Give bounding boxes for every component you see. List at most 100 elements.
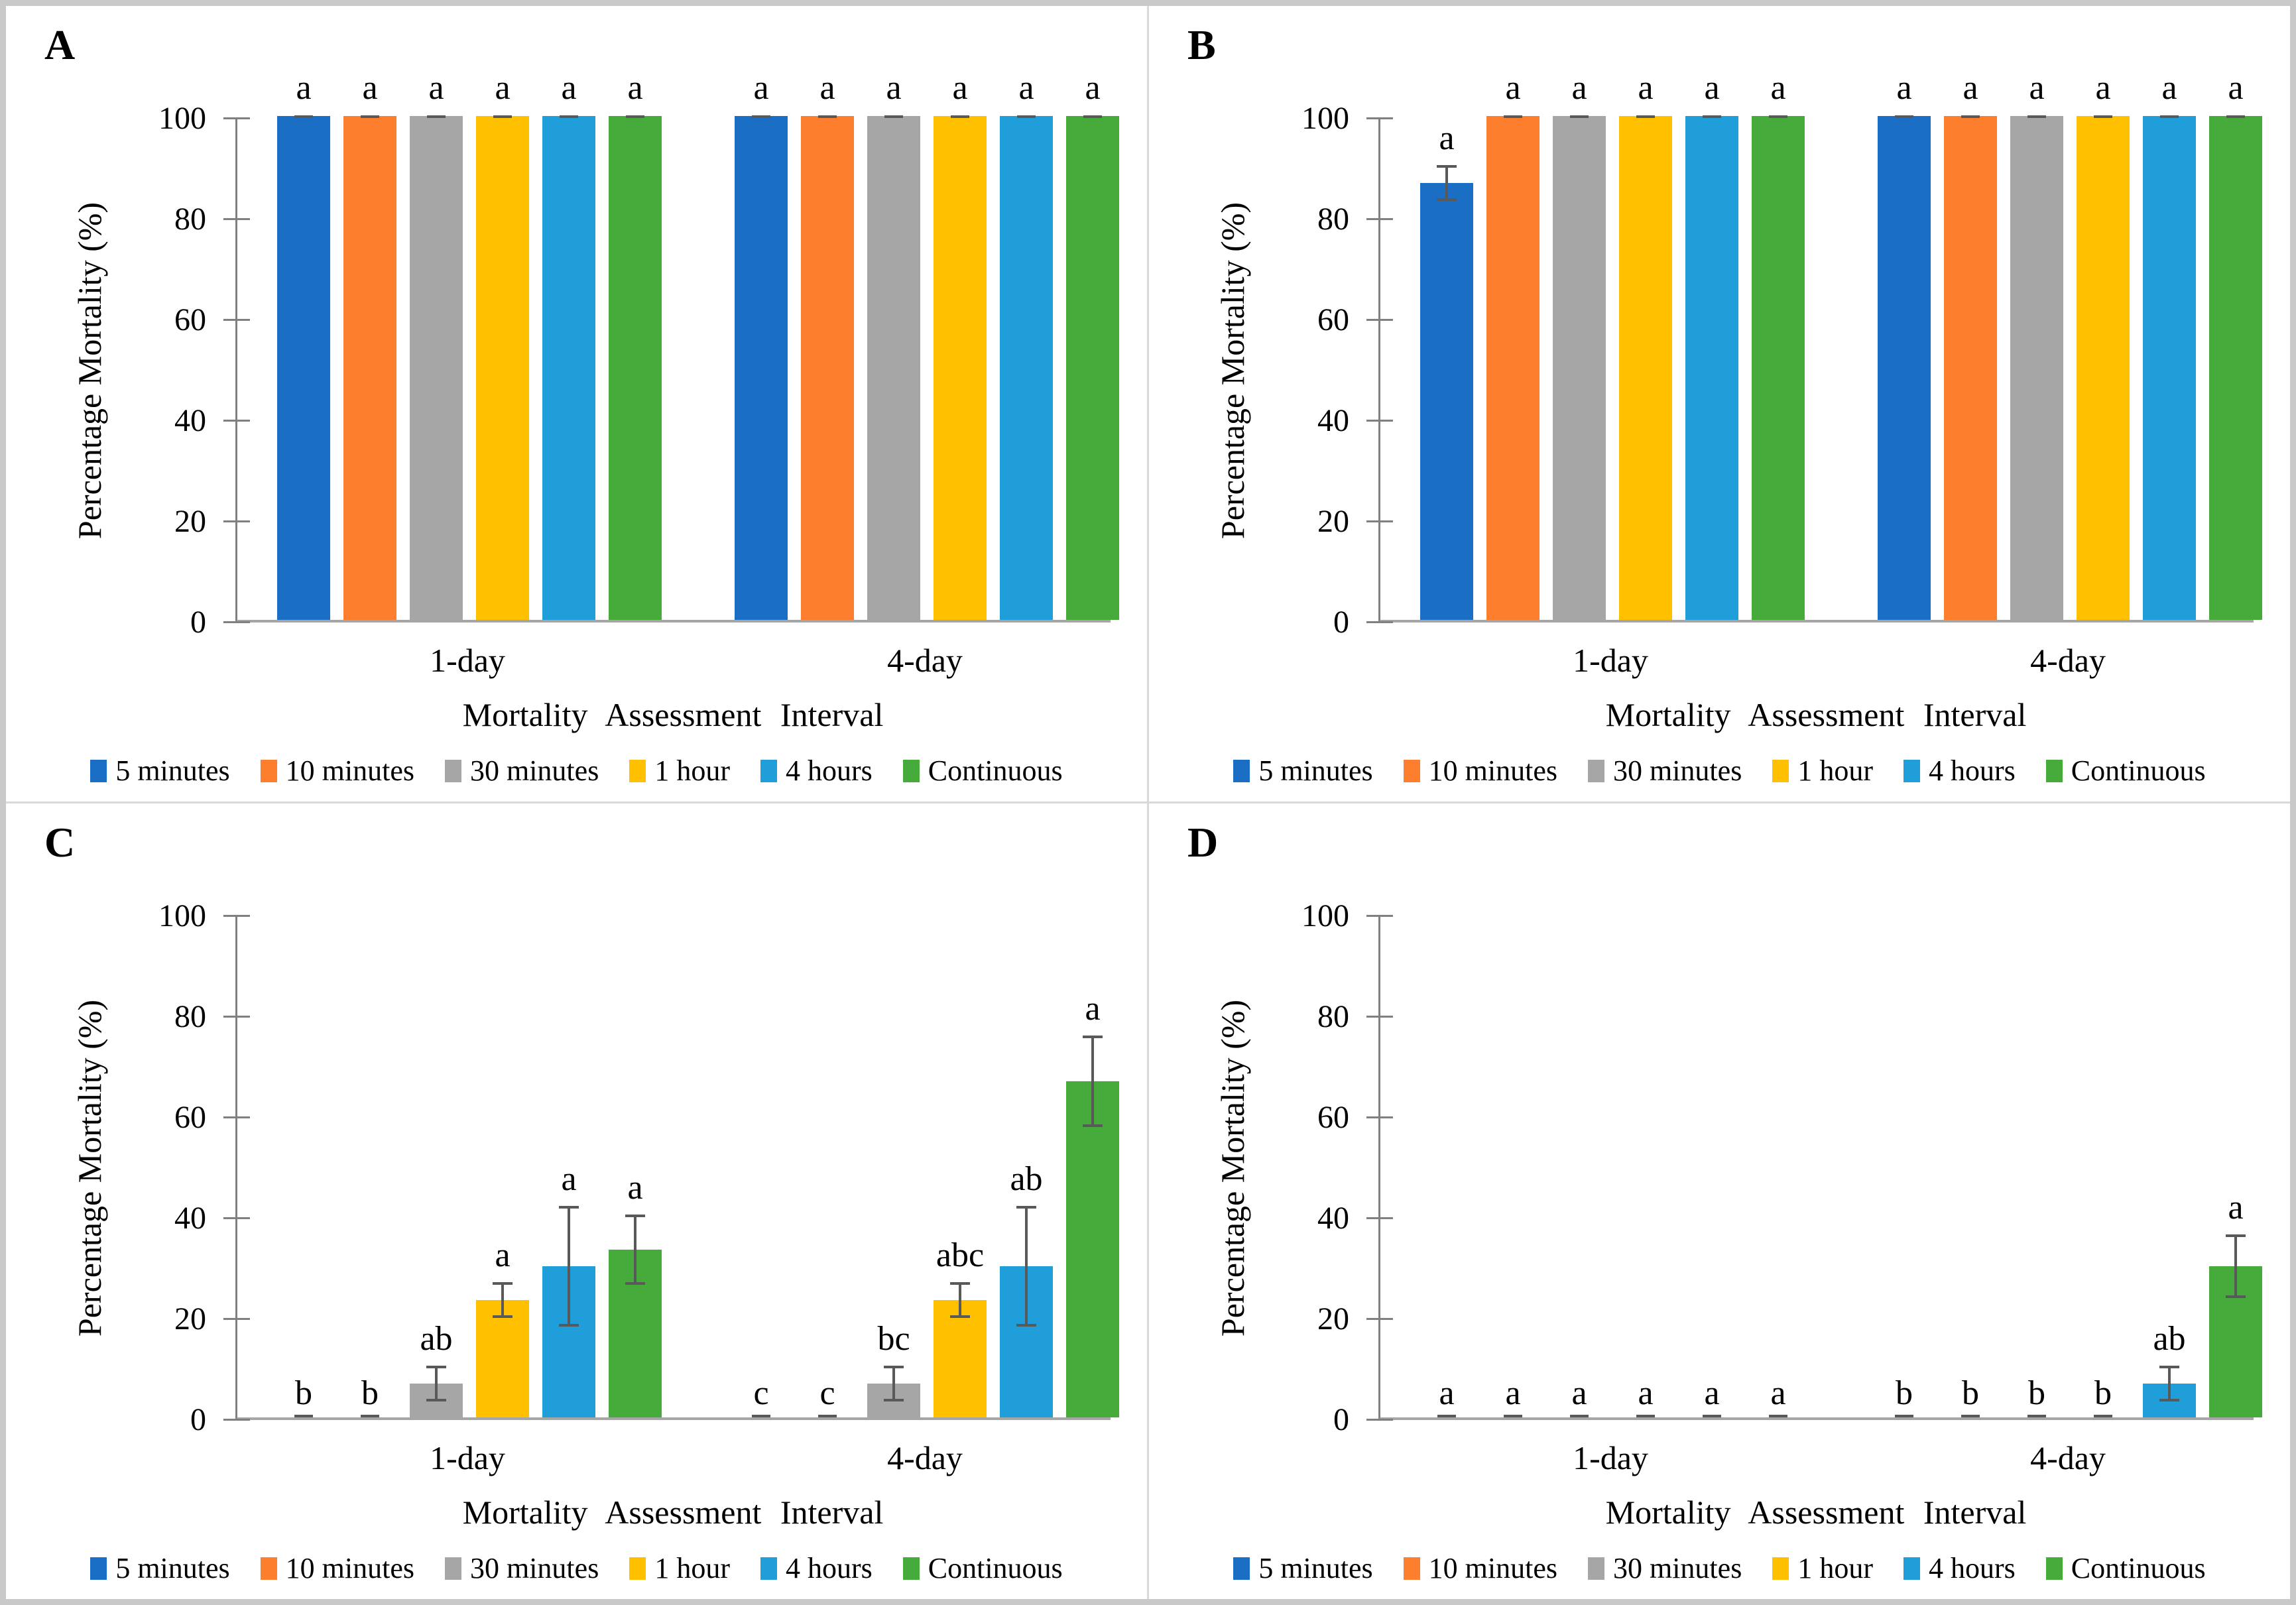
legend-swatch [1233, 759, 1250, 782]
legend: 5 minutes 10 minutes 30 minutes 1 hour 4 hou… [1149, 754, 2290, 788]
legend-label: 1 hour [654, 754, 730, 787]
y-axis-tick-labels: 0 20 40 60 80 100 [112, 101, 218, 640]
y-axis-tick [1366, 915, 1393, 917]
significance-letter: a [362, 69, 378, 107]
legend-item: Continuous [2045, 754, 2206, 788]
bar [1486, 116, 1540, 620]
error-bar-cap [1895, 1415, 1913, 1417]
significance-letter: a [1505, 69, 1521, 107]
bar [867, 116, 920, 620]
x-category-label: 1-day [430, 642, 505, 679]
significance-letter: a [1704, 69, 1720, 107]
error-bar-cap [1437, 1415, 1456, 1417]
y-axis-tick-label: 40 [174, 403, 206, 438]
legend-label: 10 minutes [1428, 1552, 1557, 1584]
y-axis-tick-label: 0 [1333, 1402, 1349, 1437]
error-bar-cap [1570, 1415, 1589, 1417]
legend-swatch [2045, 759, 2063, 782]
error-bar-cap [493, 1281, 513, 1285]
y-axis-tick-label: 40 [1317, 403, 1349, 438]
legend-item: 1 hour [1772, 1551, 1873, 1585]
error-bar-cap [493, 1315, 513, 1318]
legend-swatch [1903, 1557, 1920, 1580]
significance-letter: a [819, 69, 835, 107]
error-bar-cap [294, 115, 313, 118]
significance-letter: a [1770, 1374, 1786, 1412]
plot-area: a a a a a a a a a a a a [1366, 71, 2262, 623]
error-bar-cap [1769, 115, 1787, 118]
error-bar-cap [625, 1281, 645, 1285]
significance-letter: a [495, 1236, 511, 1274]
legend-item: Continuous [2045, 1551, 2206, 1585]
error-bar-cap [884, 115, 903, 118]
bar [801, 116, 854, 620]
bar [2010, 116, 2063, 620]
panel-letter: A [44, 21, 76, 68]
bar [277, 116, 330, 620]
error-bar-cap [1016, 1206, 1036, 1209]
error-bar [435, 1367, 438, 1401]
error-bar-cap [427, 115, 446, 118]
x-axis-category-labels: 1-day 4-day [235, 641, 1111, 681]
x-category-label: 4-day [2030, 642, 2106, 679]
error-bar-cap [625, 1215, 645, 1217]
error-bar-cap [2027, 115, 2046, 118]
legend-label: 1 hour [1797, 754, 1873, 787]
y-axis-tick-label: 60 [174, 1100, 206, 1135]
legend-label: 10 minutes [285, 1552, 414, 1584]
error-bar-cap [1083, 1124, 1103, 1127]
legend-item: 4 hours [1903, 754, 2016, 788]
significance-letter: b [361, 1374, 379, 1412]
legend-item: 5 minutes [1233, 1551, 1373, 1585]
y-axis-tick-label: 100 [1301, 898, 1349, 933]
error-bar-cap [1703, 1415, 1721, 1417]
significance-letter: a [2095, 69, 2111, 107]
y-axis-tick-label: 20 [174, 504, 206, 539]
legend-item: 1 hour [629, 754, 730, 788]
panel-a: A Percentage Mortality (%) 0 20 40 60 80 100 … [6, 6, 1147, 802]
legend-item: 1 hour [629, 1551, 730, 1585]
significance-letter: ab [420, 1320, 453, 1358]
y-axis-tick [1366, 1116, 1393, 1118]
legend-swatch [260, 1557, 277, 1580]
error-bar-cap [426, 1399, 446, 1402]
bar [1420, 183, 1473, 620]
x-axis-title: Mortality Assessment Interval [1605, 1494, 2027, 1531]
error-bar-cap [2159, 1366, 2179, 1368]
legend-swatch [1772, 1557, 1789, 1580]
bar [1752, 116, 1805, 620]
legend-item: 30 minutes [444, 1551, 599, 1585]
error-bar-cap [818, 1415, 837, 1417]
error-bar [892, 1367, 895, 1401]
y-axis-title: Percentage Mortality (%) [1214, 202, 1251, 540]
bar [343, 116, 396, 620]
significance-letter: a [561, 1160, 577, 1199]
x-category-label: 1-day [430, 1439, 505, 1476]
y-axis-tick [1366, 621, 1393, 623]
legend-swatch [1233, 1557, 1250, 1580]
y-axis-tick [223, 1318, 250, 1320]
legend-label: 10 minutes [1428, 754, 1557, 787]
error-bar-cap [1570, 115, 1589, 118]
legend-item: 10 minutes [260, 754, 414, 788]
x-category-label: 1-day [1573, 1439, 1648, 1476]
legend-label: Continuous [928, 754, 1063, 787]
significance-letter: a [2029, 69, 2045, 107]
legend-label: 4 hours [785, 754, 873, 787]
legend-label: 30 minutes [1612, 1552, 1742, 1584]
panel-c: C Percentage Mortality (%) 0 20 40 60 80 100 … [6, 803, 1147, 1599]
y-axis-tick-labels: 0 20 40 60 80 100 [112, 898, 218, 1437]
legend-item: 1 hour [1772, 754, 1873, 788]
x-axis-title: Mortality Assessment Interval [462, 1494, 884, 1531]
y-axis-tick [1366, 218, 1393, 220]
legend-swatch [1903, 759, 1920, 782]
y-axis-tick [223, 1116, 250, 1118]
error-bar [959, 1283, 961, 1317]
error-bar-cap [294, 1415, 313, 1417]
legend-label: 30 minutes [469, 754, 599, 787]
significance-letter: a [1638, 1374, 1654, 1412]
significance-letter: a [1770, 69, 1786, 107]
y-axis-tick-label: 40 [1317, 1201, 1349, 1236]
significance-letter: a [952, 69, 968, 107]
bar [1553, 116, 1606, 620]
